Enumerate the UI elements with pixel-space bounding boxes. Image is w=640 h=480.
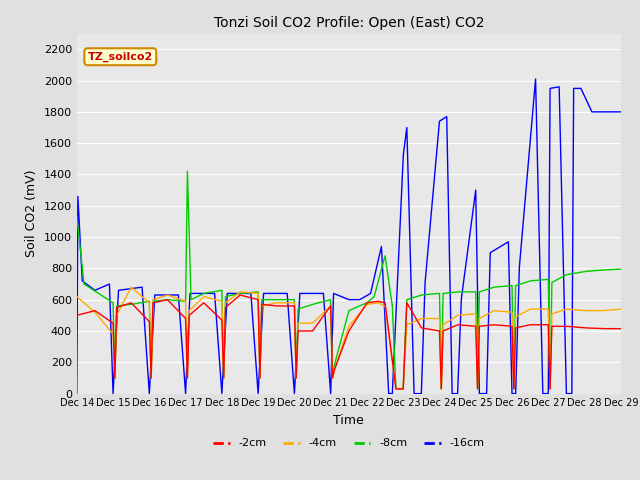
Title: Tonzi Soil CO2 Profile: Open (East) CO2: Tonzi Soil CO2 Profile: Open (East) CO2: [214, 16, 484, 30]
X-axis label: Time: Time: [333, 414, 364, 427]
Y-axis label: Soil CO2 (mV): Soil CO2 (mV): [25, 170, 38, 257]
Text: TZ_soilco2: TZ_soilco2: [88, 51, 153, 62]
Legend: -2cm, -4cm, -8cm, -16cm: -2cm, -4cm, -8cm, -16cm: [209, 434, 489, 453]
